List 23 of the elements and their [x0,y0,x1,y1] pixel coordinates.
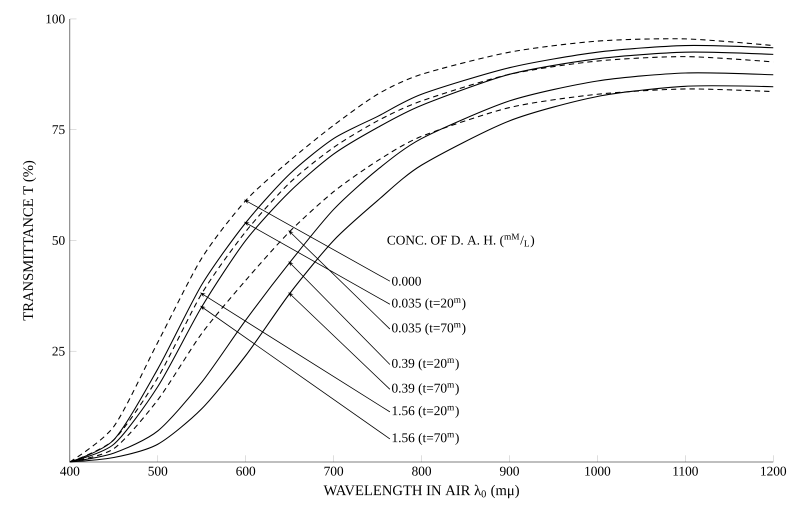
x-tick-label: 400 [60,466,80,476]
y-tick-label: 25 [52,346,65,356]
x-tick-label: 500 [148,466,168,476]
text: 0.035 (t=70$^{m}$) [392,323,466,336]
y-axis-title: TRANSMITTANCE T (%) [22,160,36,321]
text: 0.035 (t=20$^{m}$) [392,298,466,310]
y-tick-label: 75 [52,125,65,134]
x-axis-title: WAVELENGTH IN AIR λ$_{0}$ (mμ) [324,484,519,498]
x-tick-label: 900 [500,466,519,476]
y-tick-label: 50 [52,236,65,246]
text: 0.000 [392,276,421,286]
x-tick-label: 1100 [673,466,698,476]
x-tick-label: 700 [324,466,344,476]
x-tick-label: 800 [412,466,432,476]
text: 1.56 (t=20$^{m}$) [392,406,459,418]
y-tick-label: 100 [46,14,65,24]
x-tick-label: 600 [236,466,256,476]
text: 1.56 (t=70$^{m}$) [392,432,459,446]
x-tick-label: 1200 [761,466,786,476]
text: 0.39 (t=70$^{m}$) [392,383,459,396]
legend-title: CONC. OF D. A. H. ($^{mM}$/$_{L}$) [387,234,534,248]
text: 0.39 (t=20$^{m}$) [392,358,459,371]
x-tick-label: 1000 [585,466,610,476]
